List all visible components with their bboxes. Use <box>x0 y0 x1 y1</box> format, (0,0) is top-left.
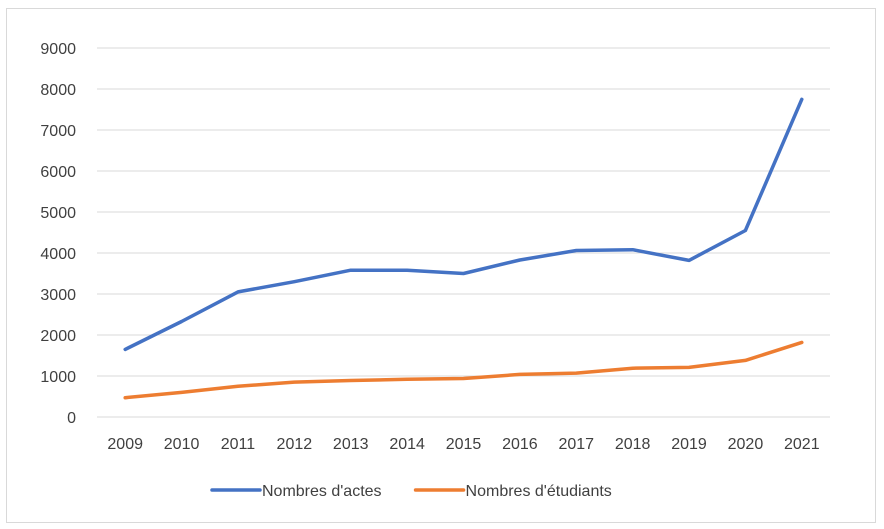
series-lines <box>123 97 804 400</box>
x-tick-label: 2020 <box>728 436 764 453</box>
x-tick-label: 2017 <box>558 436 594 453</box>
legend-label: Nombres d'étudiants <box>466 483 612 500</box>
y-tick-label: 3000 <box>40 287 76 304</box>
x-tick-label: 2011 <box>221 436 256 453</box>
y-axis-tick-labels: 0 1000 2000 3000 4000 5000 6000 7000 8000 9000 <box>40 41 76 427</box>
series-line <box>123 97 804 352</box>
gridlines <box>97 47 830 377</box>
y-tick-label: 7000 <box>40 123 76 140</box>
legend-label: Nombres d'actes <box>262 483 382 500</box>
series-line <box>123 340 804 400</box>
chart-frame <box>6 8 876 523</box>
x-tick-label: 2013 <box>333 436 369 453</box>
x-axis-tick-labels: 2009 2010 2011 2012 2013 2014 2015 2016 2017 2018… <box>107 436 819 453</box>
x-tick-label: 2019 <box>671 436 707 453</box>
x-tick-label: 2015 <box>446 436 482 453</box>
x-tick-label: 2010 <box>164 436 200 453</box>
y-tick-label: 8000 <box>40 82 76 99</box>
y-tick-label: 0 <box>67 410 76 427</box>
y-tick-label: 5000 <box>40 205 76 222</box>
x-tick-label: 2009 <box>107 436 143 453</box>
y-tick-label: 9000 <box>40 41 76 58</box>
y-tick-label: 1000 <box>40 369 76 386</box>
x-tick-label: 2014 <box>389 436 425 453</box>
legend: Nombres d'actes Nombres d'étudiants <box>210 483 612 500</box>
x-tick-label: 2018 <box>615 436 651 453</box>
y-tick-label: 2000 <box>40 328 76 345</box>
x-tick-label: 2016 <box>502 436 538 453</box>
x-tick-label: 2012 <box>277 436 313 453</box>
y-tick-label: 4000 <box>40 246 76 263</box>
y-tick-label: 6000 <box>40 164 76 181</box>
x-tick-label: 2021 <box>784 436 820 453</box>
